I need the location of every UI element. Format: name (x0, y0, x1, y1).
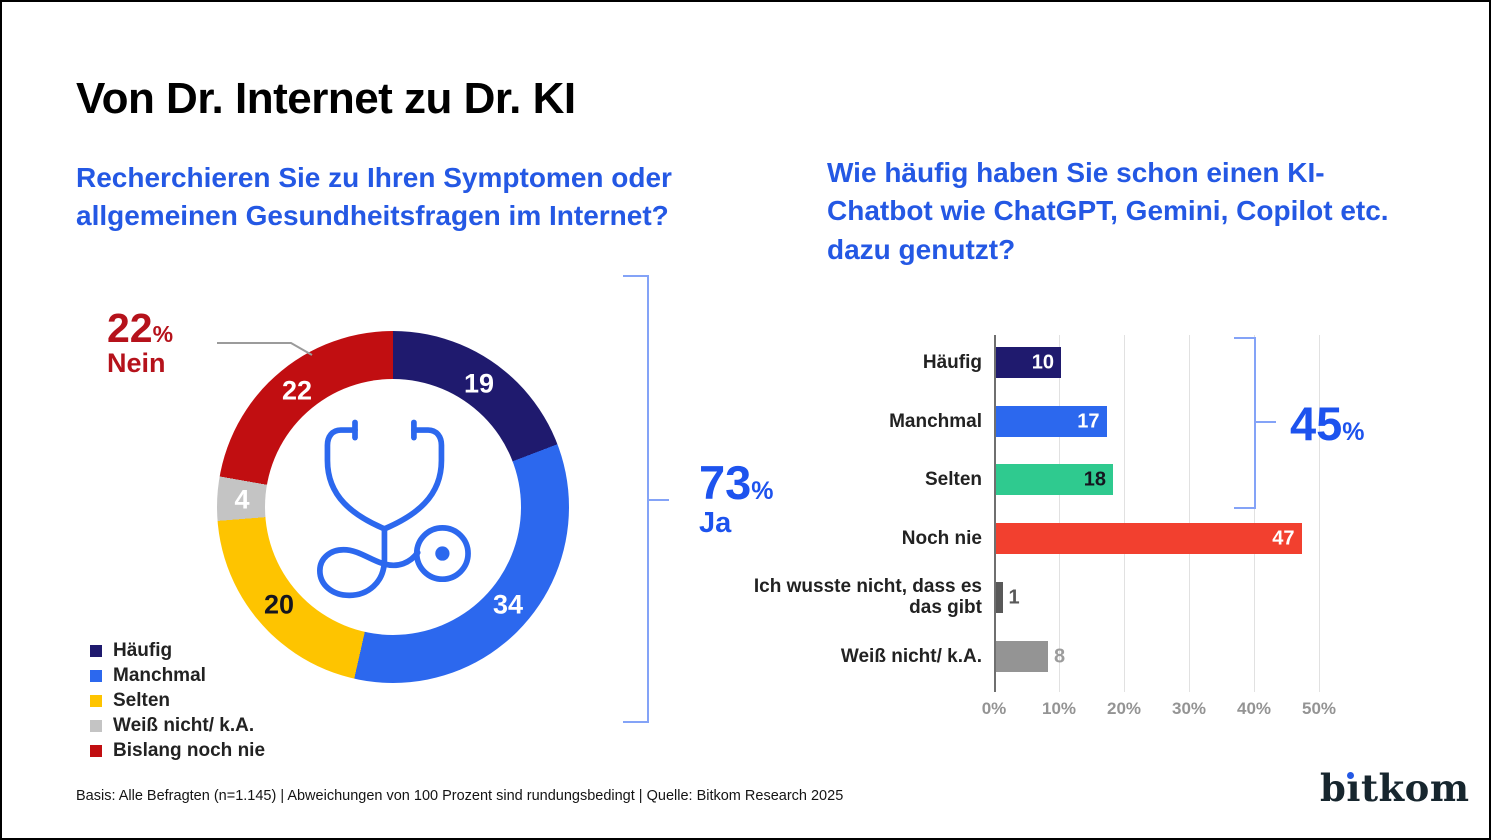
question-right: Wie häufig haben Sie schon einen KI-Chat… (827, 157, 1389, 265)
x-tick-0: 0% (981, 699, 1007, 718)
gridline-30 (1189, 335, 1190, 692)
legend-swatch-manchmal (90, 669, 102, 682)
ja-percent-sign: % (751, 477, 774, 505)
bar-label-haeufig: Häufig (922, 352, 982, 373)
gridline-10 (1059, 335, 1060, 692)
x-tick-20: 20% (1106, 699, 1142, 718)
logo-i-dot (1347, 772, 1355, 779)
donut-legend: Häufig Manchmal Selten Weiß nicht/ k.A. … (90, 638, 265, 763)
bar-value-selten: 18 (1083, 468, 1106, 490)
bar-value-haeufig: 10 (1031, 351, 1054, 373)
legend-label-bislang-noch-nie: Bislang noch nie (113, 739, 266, 761)
legend-item-weiss-nicht: Weiß nicht/ k.A. (90, 713, 265, 738)
logo-part-post: tkom (1360, 766, 1470, 810)
bar-label-weiss-nicht: Weiß nicht/ k.A. (840, 646, 982, 667)
x-tick-30: 30% (1171, 699, 1207, 718)
bar-label-wusste-nicht: Ich wusste nicht, dass es das gibt (753, 576, 982, 618)
legend-label-haeufig: Häufig (113, 639, 173, 661)
ja-bracket-cap-top (623, 275, 649, 277)
legend-swatch-weiss-nicht (90, 719, 102, 732)
bar-value-noch-nie: 47 (1272, 527, 1295, 549)
legend-label-weiss-nicht: Weiß nicht/ k.A. (113, 714, 255, 736)
bar-bracket-callout: 45% (1290, 396, 1365, 451)
gridline-40 (1254, 335, 1255, 692)
ja-bracket-line (647, 275, 649, 723)
source-note: Basis: Alle Befragten (n=1.145) | Abweic… (76, 788, 844, 804)
bar-selten: 18 (996, 464, 1113, 495)
bar-label-manchmal: Manchmal (889, 411, 982, 432)
bar-noch-nie: 47 (996, 523, 1302, 554)
donut-chart: 19 34 20 4 22 (217, 331, 569, 683)
nein-callout: 22% Nein (107, 305, 173, 379)
donut-hole (265, 379, 521, 635)
bar-chart-axis-line (994, 335, 996, 692)
bar-bracket-line (1254, 337, 1256, 509)
legend-item-haeufig: Häufig (90, 638, 265, 663)
ja-label: Ja (699, 507, 732, 539)
logo-part-pre: b (1320, 766, 1347, 810)
legend-item-bislang-noch-nie: Bislang noch nie (90, 738, 265, 763)
bar-bracket-tick (1256, 421, 1276, 423)
page-title: Von Dr. Internet zu Dr. KI (76, 74, 576, 123)
bar-label-noch-nie: Noch nie (901, 528, 982, 549)
donut-value-manchmal: 34 (492, 589, 524, 620)
bar-value-wusste-nicht: 1 (1008, 586, 1020, 608)
nein-pointer-line (217, 342, 313, 356)
bitkom-logo: bı tkom (1320, 766, 1470, 810)
bar-bracket-cap-bottom (1234, 507, 1256, 509)
donut-value-weissnicht: 4 (234, 484, 250, 515)
bar-bracket-cap-top (1234, 337, 1256, 339)
nein-value: 22 (107, 305, 153, 351)
bar-manchmal: 17 (996, 406, 1107, 437)
legend-label-selten: Selten (113, 689, 171, 711)
bar-value-manchmal: 17 (1077, 410, 1100, 432)
x-tick-50: 50% (1301, 699, 1337, 718)
bar-haeufig: 10 (996, 347, 1061, 378)
bar-value-weiss-nicht: 8 (1054, 645, 1066, 667)
bar-label-selten: Selten (924, 469, 982, 490)
bracket-value: 45 (1290, 397, 1343, 450)
bar-weiss-nicht: 8 (996, 641, 1065, 672)
donut-value-selten: 20 (263, 589, 295, 620)
ja-value: 73 (699, 456, 752, 509)
legend-swatch-selten (90, 694, 102, 707)
ja-callout: 73% Ja (699, 455, 774, 540)
ja-bracket-tick (649, 499, 669, 501)
nein-label: Nein (107, 348, 166, 378)
donut-value-haeufig: 19 (463, 368, 495, 399)
legend-swatch-bislang-noch-nie (90, 744, 102, 757)
legend-item-manchmal: Manchmal (90, 663, 265, 688)
logo-part-i: ı (1346, 766, 1361, 810)
stethoscope-icon (317, 419, 471, 599)
legend-swatch-haeufig (90, 644, 102, 657)
bar-wusste-nicht: 1 (996, 582, 1020, 613)
nein-percent-sign: % (152, 321, 174, 347)
question-left: Recherchieren Sie zu Ihren Symptomen ode… (76, 162, 672, 232)
gridline-20 (1124, 335, 1125, 692)
gridline-50 (1319, 335, 1320, 692)
donut-value-noch-nie: 22 (281, 375, 313, 406)
x-tick-10: 10% (1041, 699, 1077, 718)
legend-item-selten: Selten (90, 688, 265, 713)
legend-label-manchmal: Manchmal (113, 664, 206, 686)
bracket-percent-sign: % (1342, 418, 1365, 446)
x-tick-40: 40% (1236, 699, 1272, 718)
ja-bracket-cap-bottom (623, 721, 649, 723)
